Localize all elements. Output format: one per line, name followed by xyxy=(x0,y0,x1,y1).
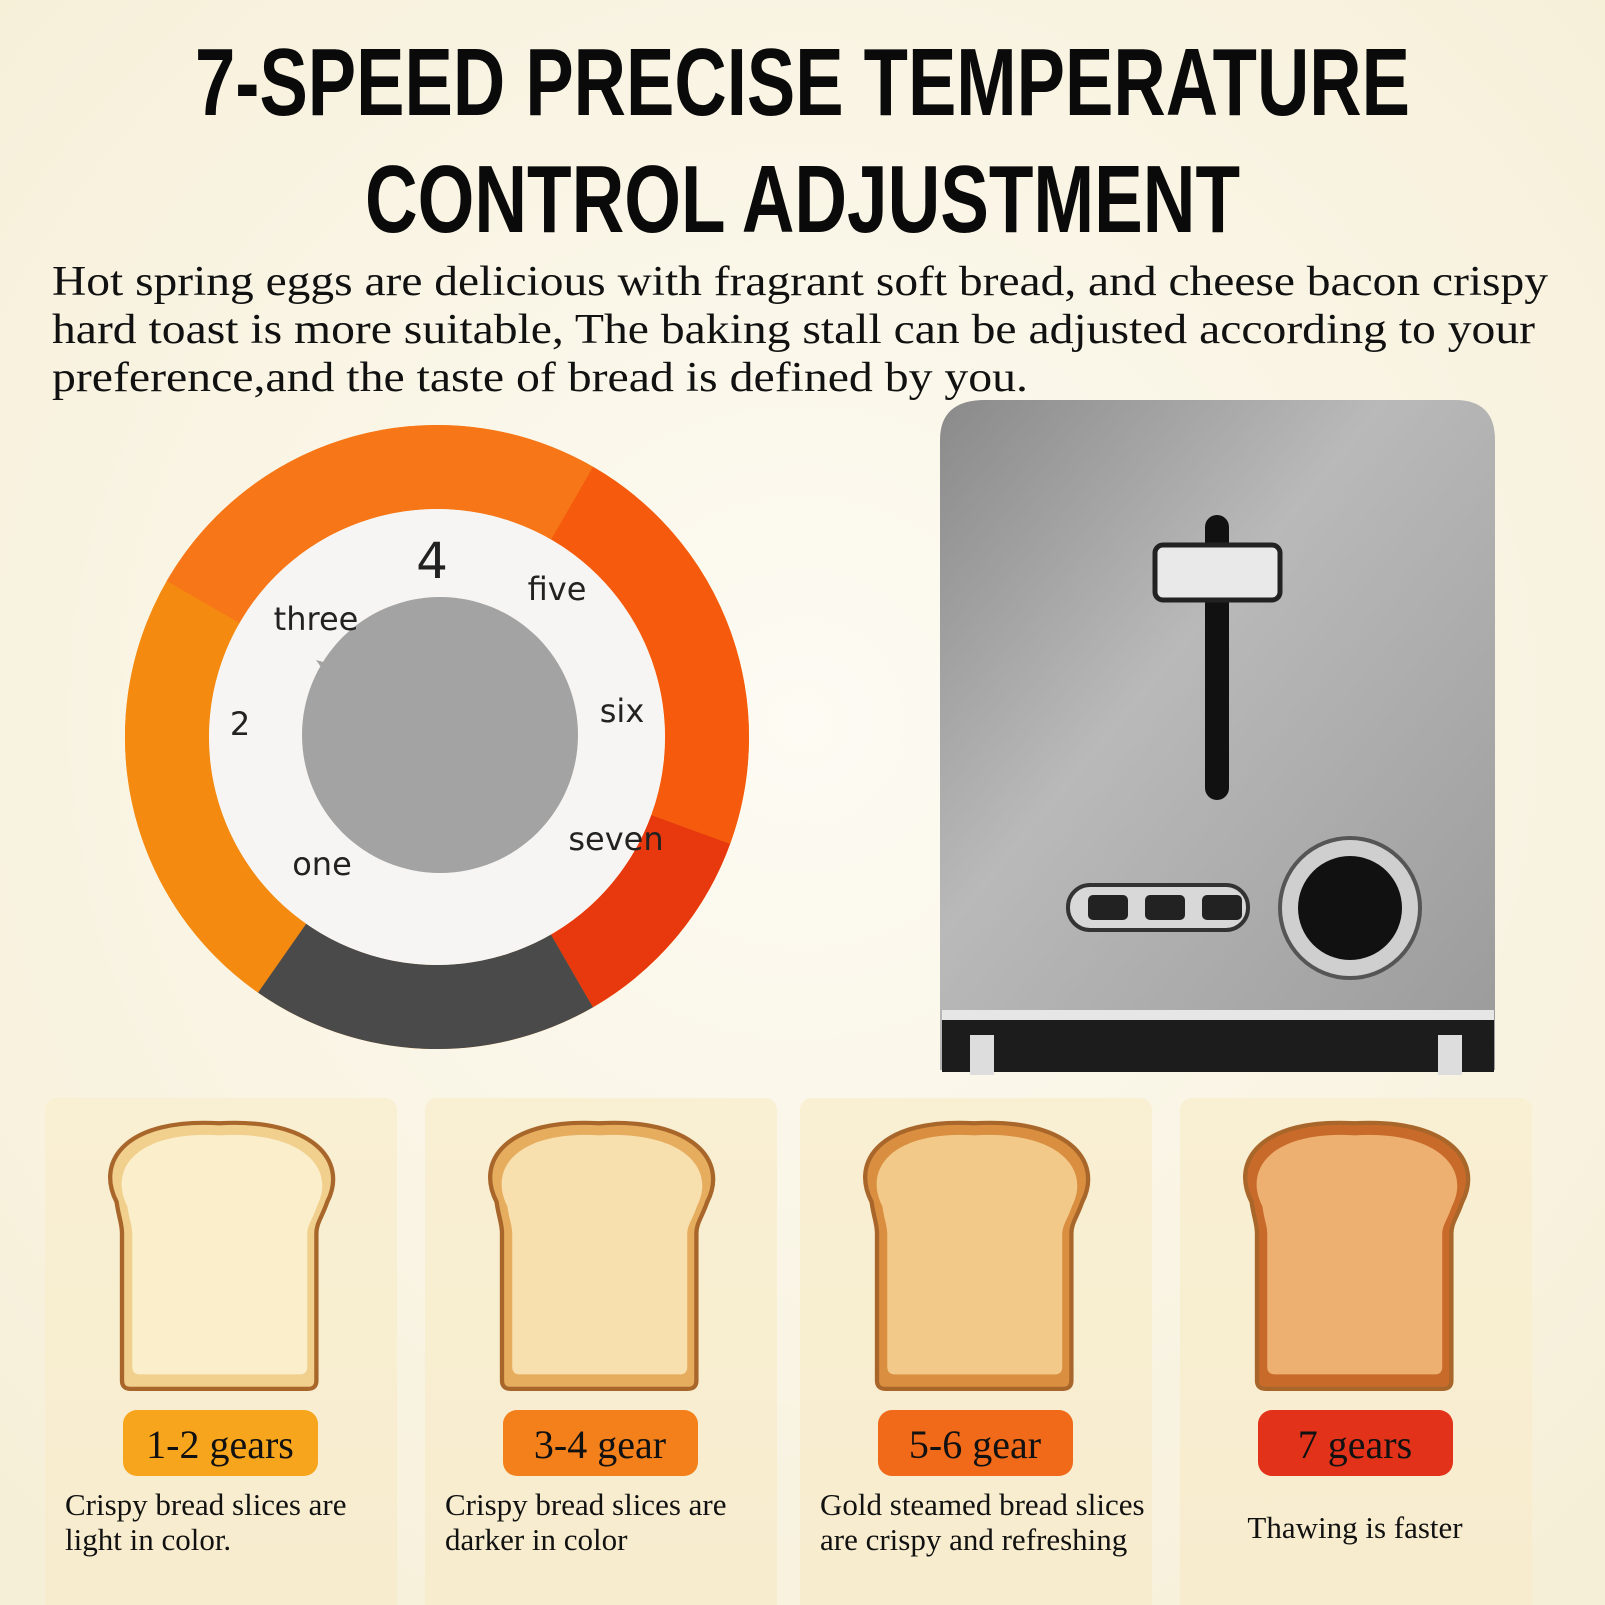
badge xyxy=(878,1410,1073,1476)
caption: Crispy bread slices are xyxy=(65,1487,346,1522)
title: CONTROL ADJUSTMENT xyxy=(365,146,1240,253)
dial-knob xyxy=(302,597,578,873)
toast-crumb xyxy=(1256,1134,1458,1375)
badge-label: 7 gears xyxy=(1298,1422,1412,1467)
badge xyxy=(1258,1410,1453,1476)
dial: 4 five three six 2 seven one xyxy=(125,425,749,1049)
dial-segment xyxy=(550,466,749,844)
dial-label: 4 xyxy=(416,532,448,590)
dial-label: five xyxy=(528,570,587,608)
caption: Gold steamed bread slices xyxy=(820,1487,1145,1522)
caption: are crispy and refreshing xyxy=(820,1522,1127,1557)
toaster-button xyxy=(1145,895,1185,920)
caption: darker in color xyxy=(445,1522,628,1557)
toaster-button xyxy=(1088,895,1128,920)
toast-crumb xyxy=(121,1134,323,1375)
caption: Thawing is faster xyxy=(1247,1510,1463,1545)
toast-crumb xyxy=(876,1134,1078,1375)
badge xyxy=(503,1410,698,1476)
caption: Crispy bread slices are xyxy=(445,1487,726,1522)
dial-segment xyxy=(258,923,593,1049)
toaster-lever xyxy=(1152,542,1283,603)
toast xyxy=(1243,1120,1471,1391)
toast xyxy=(863,1120,1091,1391)
toaster-trim xyxy=(942,1010,1494,1020)
dial-segment xyxy=(550,814,731,1008)
description: preference,and the taste of bread is def… xyxy=(52,355,1028,401)
dial-label: seven xyxy=(568,820,663,858)
toaster-knob xyxy=(1298,856,1402,960)
dial-label: six xyxy=(600,692,645,730)
dial-label: three xyxy=(274,600,359,638)
caption: light in color. xyxy=(65,1522,231,1557)
title: 7-SPEED PRECISE TEMPERATURE xyxy=(195,29,1410,136)
dial-segment xyxy=(125,581,307,993)
badge xyxy=(123,1410,318,1476)
description: Hot spring eggs are delicious with fragr… xyxy=(52,259,1548,305)
badge-label: 1-2 gears xyxy=(146,1422,294,1467)
toaster-foot xyxy=(970,1035,994,1075)
badge-label: 3-4 gear xyxy=(534,1422,666,1467)
toaster-base xyxy=(942,1010,1494,1072)
badge-label: 5-6 gear xyxy=(909,1422,1041,1467)
knob-pointer xyxy=(316,660,345,680)
toaster-foot xyxy=(1438,1035,1462,1075)
dial-label: one xyxy=(292,845,352,883)
toast xyxy=(488,1120,716,1391)
toast xyxy=(108,1120,336,1391)
toaster-button xyxy=(1202,895,1242,920)
dial-segment xyxy=(166,425,593,624)
toast-crumb xyxy=(501,1134,703,1375)
description: hard toast is more suitable, The baking … xyxy=(52,307,1535,353)
toaster xyxy=(940,400,1495,1075)
dial-label: 2 xyxy=(230,705,250,743)
